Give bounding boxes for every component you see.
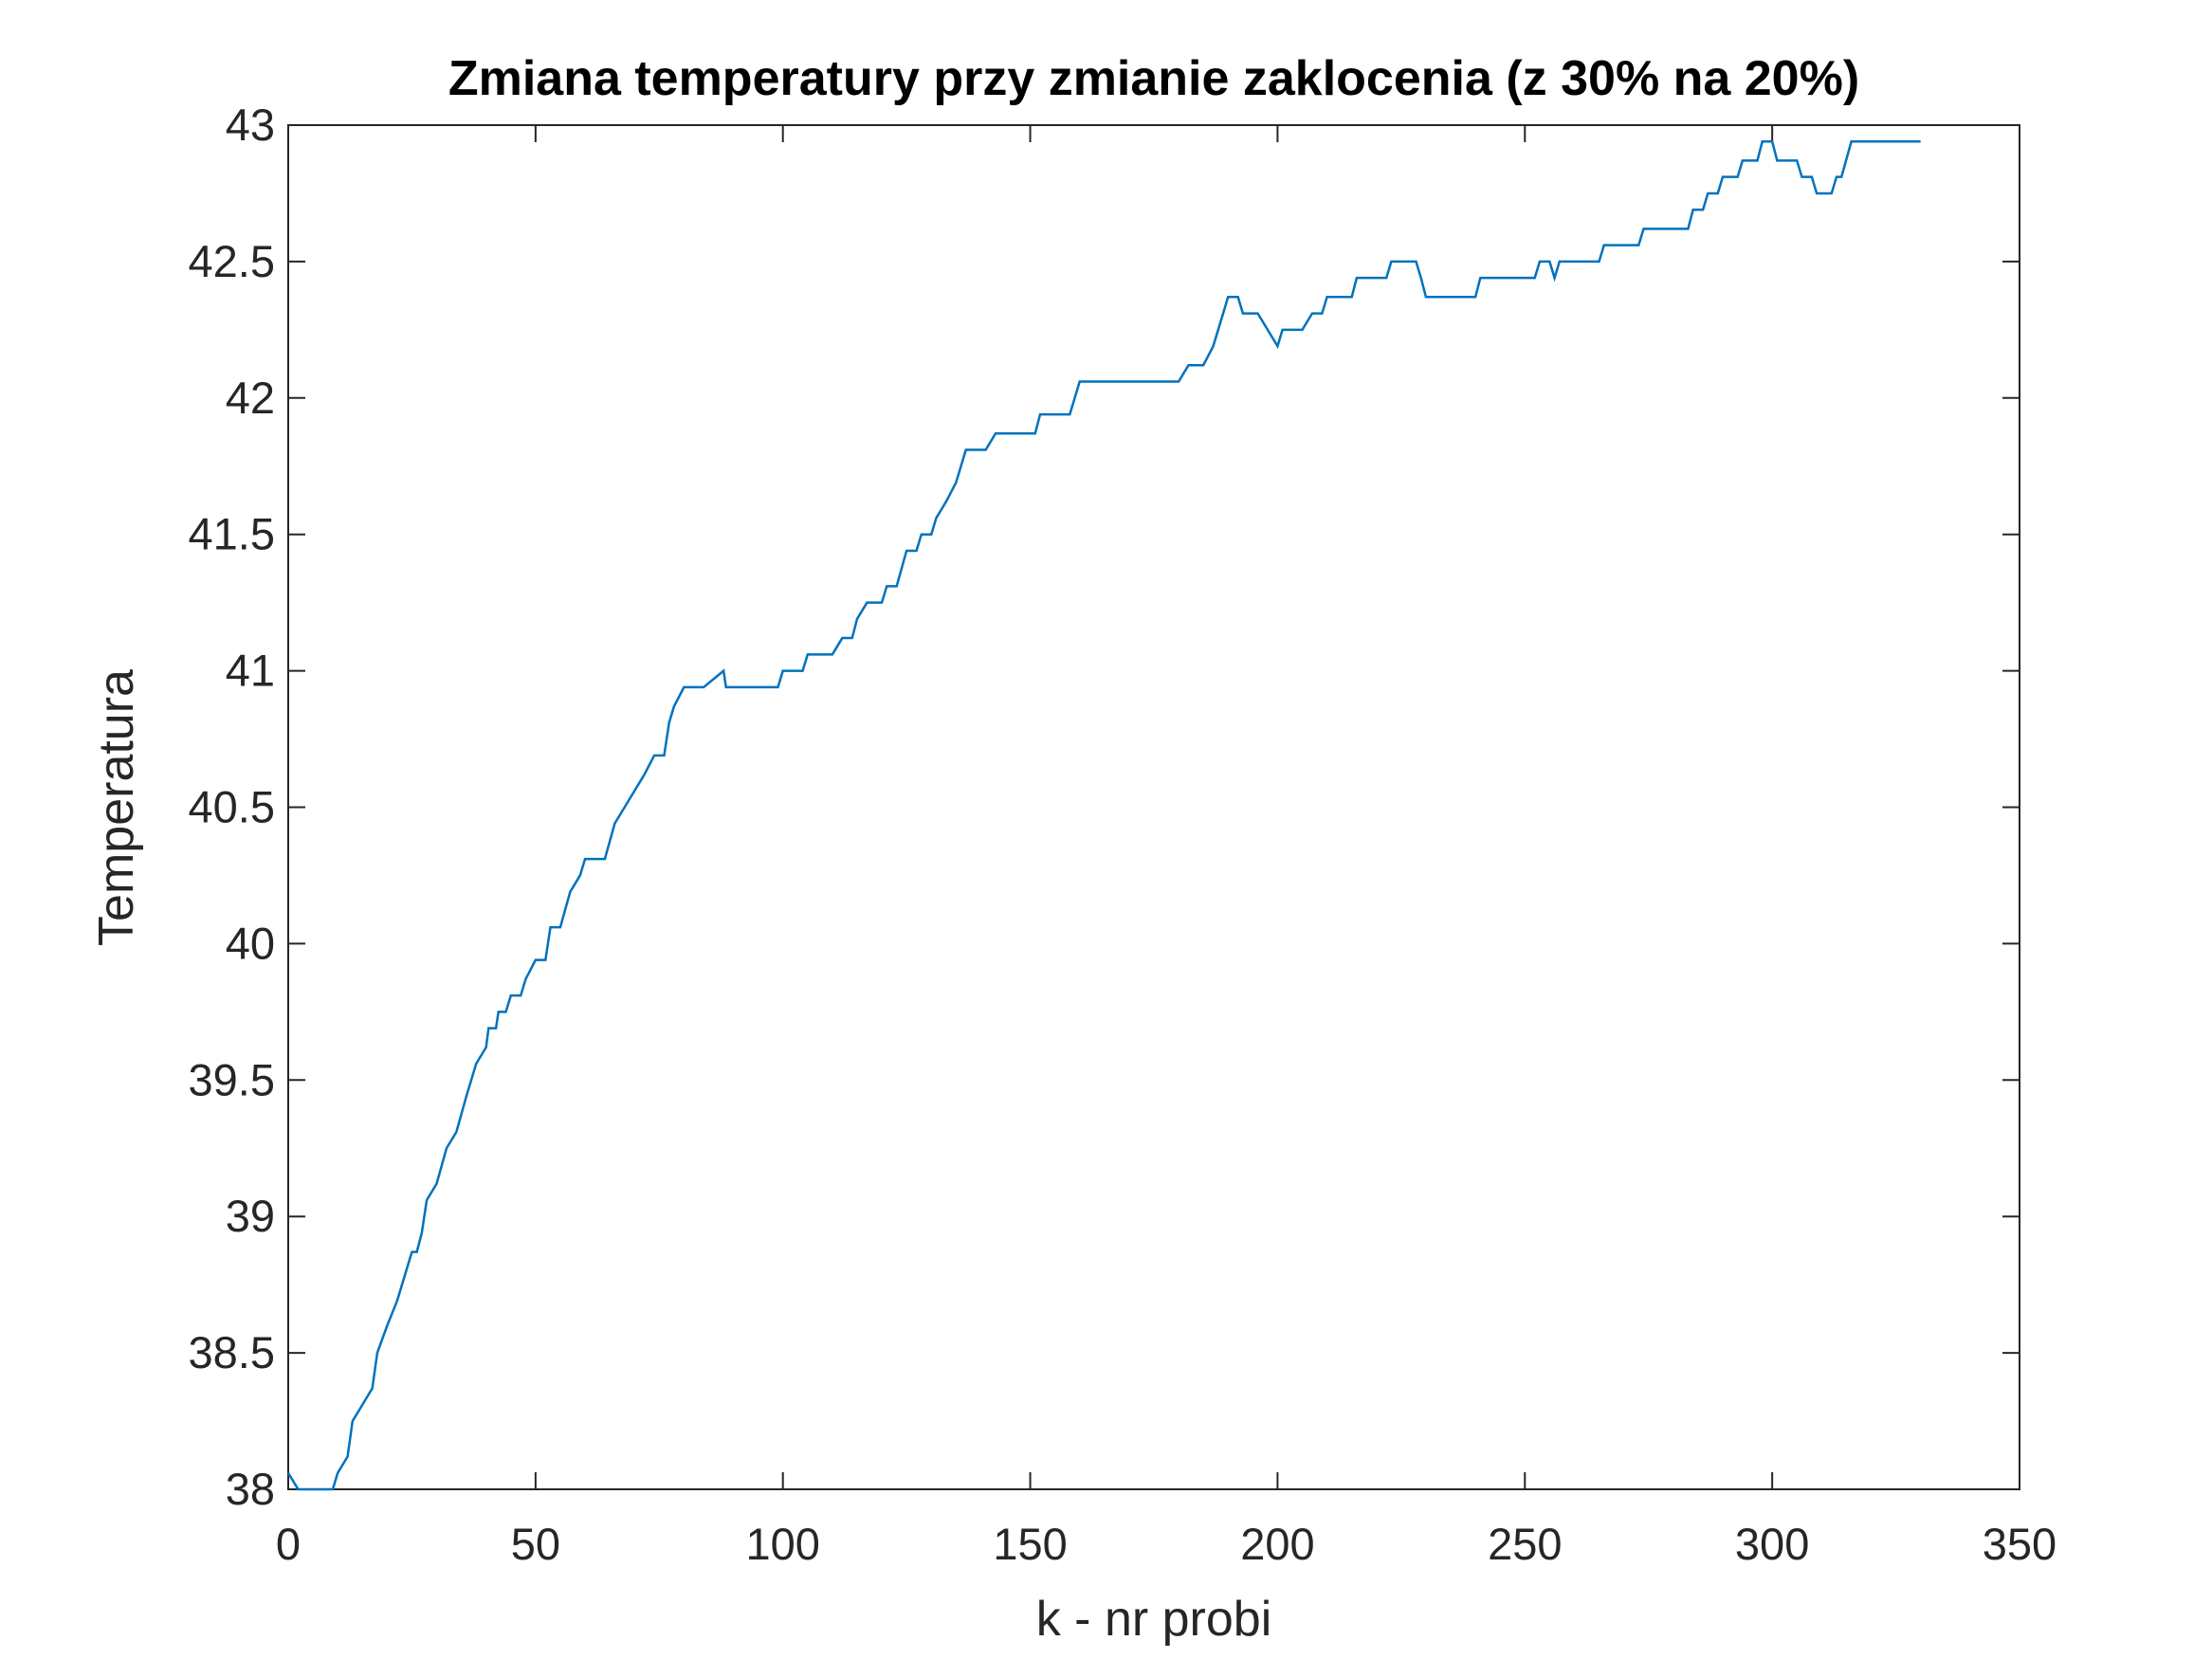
y-tick-label: 40.5: [189, 782, 275, 832]
y-axis-label: Temperatura: [89, 669, 144, 946]
x-tick-label: 300: [1735, 1519, 1809, 1569]
y-tick-label: 41: [226, 646, 275, 696]
x-axis-label: k - nr probi: [1036, 1592, 1272, 1647]
y-tick-label: 38: [226, 1464, 275, 1514]
y-tick-label: 41.5: [189, 509, 275, 559]
x-tick-label: 150: [993, 1519, 1067, 1569]
x-tick-label: 250: [1488, 1519, 1562, 1569]
x-tick-label: 100: [746, 1519, 820, 1569]
y-tick-label: 42.5: [189, 236, 275, 286]
y-tick-label: 43: [226, 100, 275, 150]
x-tick-label: 50: [511, 1519, 560, 1569]
y-tick-label: 39: [226, 1191, 275, 1241]
y-tick-label: 39.5: [189, 1054, 275, 1104]
x-tick-label: 350: [1983, 1519, 2057, 1569]
y-tick-label: 38.5: [189, 1327, 275, 1377]
chart-title: Zmiana temperatury przy zmianie zaklocen…: [448, 51, 1859, 106]
data-line: [286, 140, 1921, 1491]
y-tick-label: 42: [226, 373, 275, 423]
x-tick-label: 200: [1240, 1519, 1314, 1569]
y-tick-label: 40: [226, 918, 275, 968]
x-tick-label: 0: [276, 1519, 301, 1569]
plot-area: [287, 124, 2020, 1490]
